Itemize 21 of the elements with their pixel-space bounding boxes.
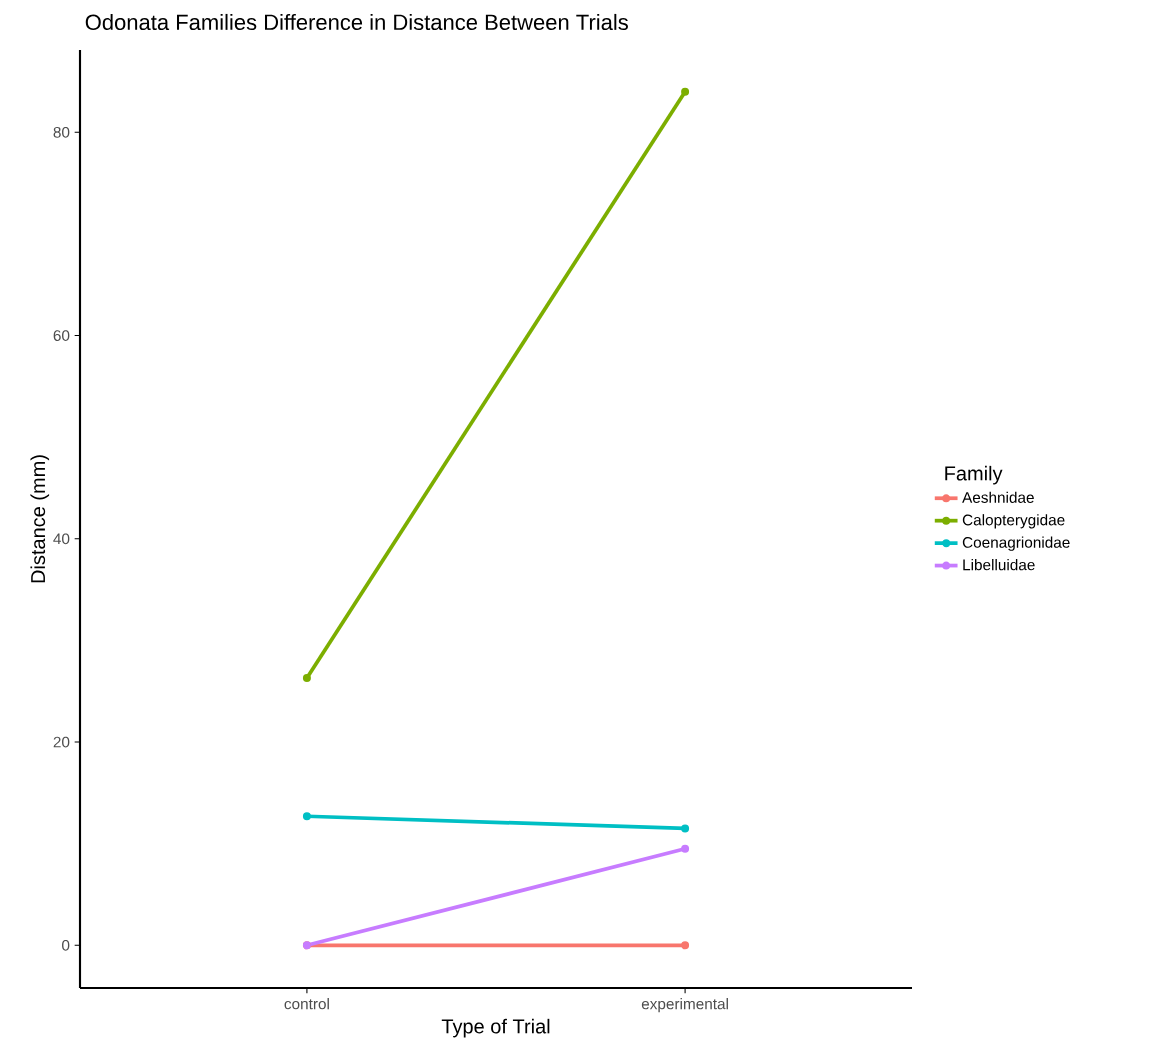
point: [302, 812, 311, 821]
x-tick-label: experimental: [641, 998, 728, 1013]
legend-label: Libelluidae: [963, 559, 1035, 571]
y-tick-label: 80: [53, 126, 70, 138]
point: [681, 941, 690, 950]
legend-label: Coenagrionidae: [962, 536, 1070, 551]
y-tick-label: 60: [53, 330, 70, 341]
point: [681, 824, 690, 833]
point: [681, 844, 690, 853]
y-tick-label: 40: [53, 533, 70, 545]
point: [302, 674, 311, 683]
y-tick-label: 0: [62, 939, 70, 951]
legend-label: Aeshnidae: [962, 491, 1034, 503]
chart-title: Odonata Families Difference in Distance Between Trials: [85, 13, 628, 31]
y-axis-title: Distance (mm): [30, 455, 50, 583]
y-tick-label: 20: [53, 736, 70, 748]
x-axis-title: Type of Trial: [441, 1018, 550, 1038]
point: [681, 87, 690, 96]
legend-label: Calopterygidae: [962, 514, 1065, 529]
legend-title: Family: [945, 465, 1003, 485]
x-tick-label: control: [284, 998, 329, 1010]
